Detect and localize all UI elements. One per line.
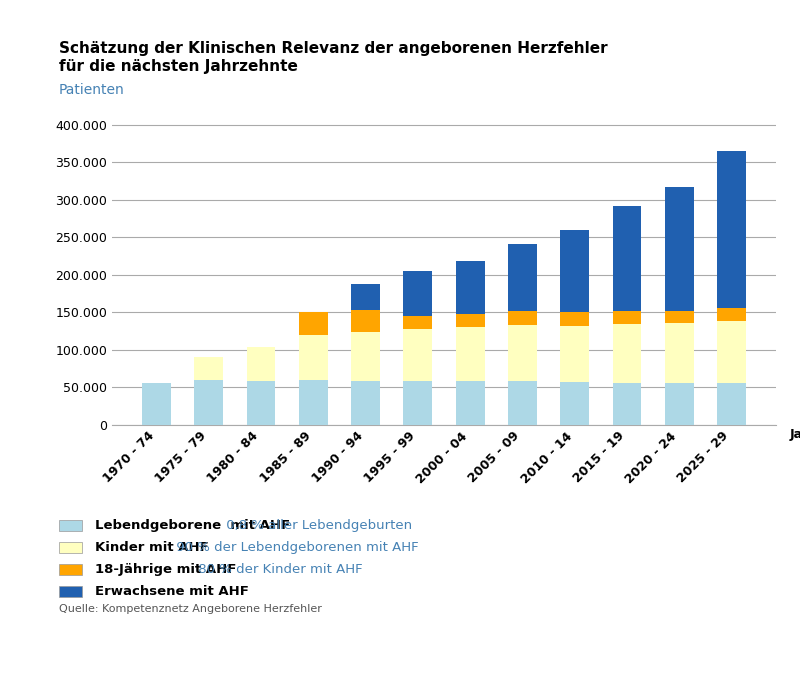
Bar: [456, 314, 485, 327]
Bar: [246, 347, 275, 381]
FancyBboxPatch shape: [59, 542, 82, 553]
Bar: [351, 310, 380, 332]
Bar: [299, 312, 328, 335]
Text: Quelle: Kompetenznetz Angeborene Herzfehler: Quelle: Kompetenznetz Angeborene Herzfeh…: [59, 604, 322, 614]
Bar: [717, 321, 746, 384]
Bar: [613, 383, 642, 425]
Bar: [456, 261, 485, 314]
Bar: [717, 308, 746, 321]
Bar: [613, 206, 642, 311]
Text: Patienten: Patienten: [59, 83, 125, 97]
Bar: [508, 312, 537, 325]
FancyBboxPatch shape: [59, 520, 82, 531]
Text: Kinder mit AHF: Kinder mit AHF: [95, 541, 209, 554]
Text: Jahre: Jahre: [790, 428, 800, 441]
Bar: [403, 381, 432, 425]
Bar: [508, 325, 537, 381]
Bar: [246, 381, 275, 425]
Bar: [508, 244, 537, 312]
Text: Schätzung der Klinischen Relevanz der angeborenen Herzfehler
für die nächsten Ja: Schätzung der Klinischen Relevanz der an…: [59, 41, 607, 74]
Bar: [717, 151, 746, 308]
Bar: [456, 327, 485, 381]
Bar: [613, 311, 642, 324]
Text: Lebendgeborene  mit AHF: Lebendgeborene mit AHF: [95, 519, 290, 532]
Bar: [560, 325, 589, 382]
FancyBboxPatch shape: [59, 586, 82, 597]
Bar: [560, 312, 589, 325]
Bar: [403, 329, 432, 381]
Text: 18-Jährige mit AHF: 18-Jährige mit AHF: [95, 563, 237, 576]
FancyBboxPatch shape: [59, 564, 82, 575]
Bar: [613, 324, 642, 383]
Bar: [299, 335, 328, 379]
Bar: [299, 379, 328, 425]
Bar: [142, 384, 171, 425]
Text: 0,8 % aller Lebendgeburten: 0,8 % aller Lebendgeburten: [222, 519, 412, 532]
Bar: [665, 323, 694, 384]
Bar: [194, 379, 223, 425]
Bar: [456, 381, 485, 425]
Text: 80 % der Kinder mit AHF: 80 % der Kinder mit AHF: [194, 563, 363, 576]
Bar: [665, 311, 694, 323]
Bar: [403, 271, 432, 316]
Bar: [351, 284, 380, 310]
Bar: [665, 187, 694, 311]
Bar: [194, 357, 223, 379]
Bar: [560, 229, 589, 312]
Bar: [351, 332, 380, 381]
Bar: [665, 384, 694, 425]
Text: 90 % der Lebendgeborenen mit AHF: 90 % der Lebendgeborenen mit AHF: [172, 541, 419, 554]
Bar: [508, 381, 537, 425]
Bar: [560, 382, 589, 425]
Bar: [351, 381, 380, 425]
Bar: [403, 316, 432, 329]
Text: Erwachsene mit AHF: Erwachsene mit AHF: [95, 585, 250, 598]
Bar: [717, 384, 746, 425]
